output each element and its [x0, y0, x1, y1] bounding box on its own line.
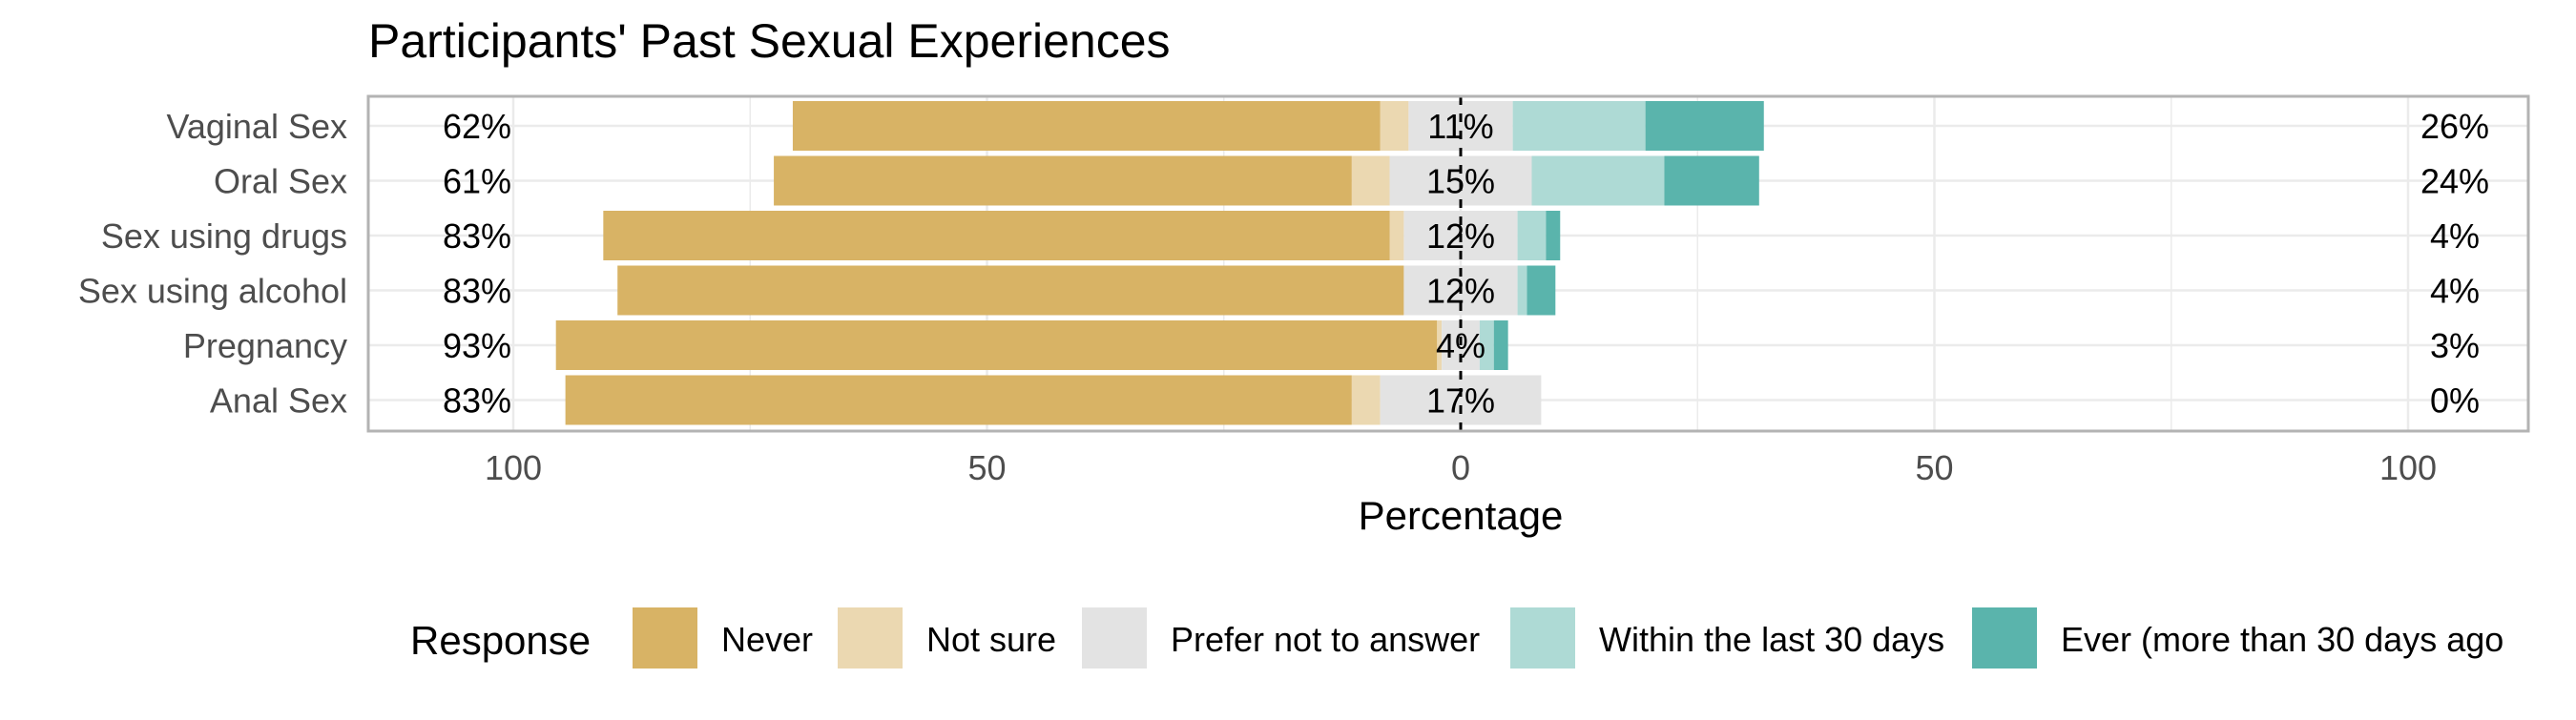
- bars: [555, 101, 1764, 425]
- right-percentage-label: 0%: [2430, 381, 2480, 421]
- bar-not-sure: [1389, 211, 1404, 260]
- bar-never: [555, 320, 1438, 370]
- left-percentage-label: 83%: [443, 216, 511, 256]
- right-percentage-label: 4%: [2430, 216, 2480, 256]
- center-percentage-label: 4%: [1436, 326, 1485, 365]
- center-percentage-label: 12%: [1426, 216, 1495, 256]
- plot-panel-border: [366, 94, 2530, 433]
- bar-ever: [1527, 265, 1556, 316]
- chart-title: Participants' Past Sexual Experiences: [368, 14, 1171, 68]
- right-percentage-label: 26%: [2420, 107, 2489, 146]
- left-percentage-label: 83%: [443, 381, 511, 421]
- category-labels: Vaginal Sex Oral Sex Sex using drugs Sex us…: [78, 107, 347, 421]
- legend: Response Never Not sure Prefer not to answ…: [410, 606, 2503, 670]
- center-percentage-label: 17%: [1426, 381, 1495, 421]
- bar-not-sure: [1437, 320, 1443, 370]
- x-tick-label: 100: [485, 448, 542, 487]
- center-percentage-label: 11%: [1427, 107, 1493, 146]
- legend-swatch: [631, 606, 699, 670]
- category-label: Sex using drugs: [101, 216, 347, 256]
- bar-never: [565, 375, 1352, 425]
- bar-ever: [1546, 211, 1561, 260]
- right-percentage-label: 4%: [2430, 272, 2480, 311]
- bar-ever: [1645, 101, 1764, 151]
- bar-not-sure: [1351, 375, 1381, 425]
- legend-swatch: [836, 606, 904, 670]
- category-label: Pregnancy: [183, 326, 347, 365]
- bar-within-30-days: [1517, 211, 1547, 260]
- bar-prefer-not-to-answer: [1389, 155, 1532, 206]
- legend-label: Not sure: [926, 620, 1056, 659]
- bar-within-30-days: [1531, 155, 1665, 206]
- category-label: Oral Sex: [214, 162, 347, 201]
- bar-never: [603, 211, 1390, 260]
- bar-prefer-not-to-answer: [1380, 375, 1542, 425]
- bar-within-30-days: [1479, 320, 1494, 370]
- legend-title: Response: [410, 618, 591, 663]
- right-percentage-label: 3%: [2430, 326, 2480, 365]
- x-tick-label: 50: [1915, 448, 1953, 487]
- bar-not-sure: [1380, 101, 1409, 151]
- left-percentage-label: 83%: [443, 272, 511, 311]
- percentage-labels: 62% 11% 26% 61% 15% 24% 83% 12% 4% 83% 12% 4% 93% 4% 3…: [443, 107, 2489, 421]
- left-percentage-label: 61%: [443, 162, 511, 201]
- category-label: Sex using alcohol: [78, 272, 347, 311]
- x-tick-label: 50: [967, 448, 1006, 487]
- category-label: Vaginal Sex: [167, 107, 347, 146]
- right-percentage-label: 24%: [2420, 162, 2489, 201]
- legend-label: Ever (more than 30 days ago: [2061, 620, 2503, 659]
- legend-label: Never: [721, 620, 813, 659]
- bar-not-sure: [1351, 155, 1390, 206]
- center-percentage-label: 12%: [1426, 272, 1495, 311]
- bar-prefer-not-to-answer: [1408, 101, 1513, 151]
- legend-swatch: [1970, 606, 2039, 670]
- bar-within-30-days: [1517, 265, 1527, 316]
- bar-within-30-days: [1512, 101, 1646, 151]
- category-label: Anal Sex: [210, 381, 347, 421]
- x-tick-labels: 100 50 0 50 100: [485, 448, 2437, 487]
- left-percentage-label: 62%: [443, 107, 511, 146]
- x-axis-label: Percentage: [1359, 493, 1564, 538]
- bar-never: [774, 155, 1352, 206]
- left-percentage-label: 93%: [443, 326, 511, 365]
- bar-never: [617, 265, 1404, 316]
- bar-ever: [1493, 320, 1508, 370]
- legend-label: Within the last 30 days: [1599, 620, 1944, 659]
- legend-swatch: [1080, 606, 1149, 670]
- x-tick-label: 100: [2379, 448, 2437, 487]
- center-percentage-label: 15%: [1426, 162, 1495, 201]
- bar-ever: [1664, 155, 1759, 206]
- x-tick-label: 0: [1451, 448, 1470, 487]
- legend-label: Prefer not to answer: [1171, 620, 1480, 659]
- legend-swatch: [1508, 606, 1577, 670]
- bar-never: [792, 101, 1381, 151]
- legend-items: Never Not sure Prefer not to answer Within …: [631, 606, 2503, 670]
